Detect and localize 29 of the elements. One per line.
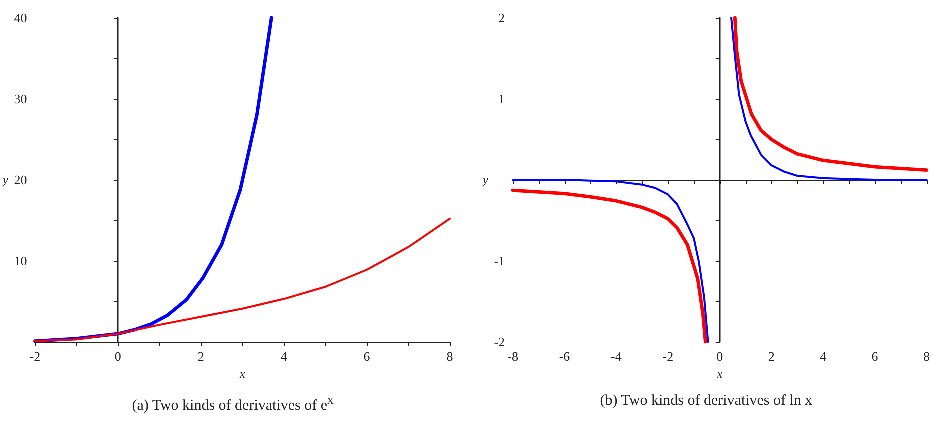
y-tick-label: 2 [498,10,506,26]
y-tick-label: 10 [14,254,28,269]
x-tick-label: -2 [30,349,41,364]
x-tick-label: 4 [820,349,828,364]
y-tick-label: 1 [498,92,506,107]
x-tick-label: 8 [446,349,454,364]
text: (a) Two kinds of derivatives of e$^{x}$ [131,393,335,415]
y-tick-label: -1 [494,254,506,269]
x-tick-label: 2 [198,349,204,364]
x-tick-label: 4 [280,349,288,364]
x-axis-title: x [238,367,246,381]
x-tick-label: 6 [364,349,371,364]
x-tick-label: 0 [114,349,122,364]
x-axis-title: x [716,367,724,381]
x-tick-label: -4 [611,349,622,364]
x-tick-label: 2 [768,349,775,364]
x-tick-label: 6 [872,349,879,364]
y-tick-label: 30 [14,92,28,107]
y-tick-label: 20 [14,172,28,188]
x-tick-label: -2 [662,349,674,364]
x-tick-label: -8 [508,349,518,364]
y-tick-label: -2 [494,334,506,350]
text: (b) Two kinds of derivatives of ln x [599,393,814,410]
y-tick-label: 40 [14,10,28,26]
y-axis-title: y [2,173,9,188]
x-tick-label: -6 [559,349,571,364]
x-tick-label: 8 [924,349,930,364]
y-axis-title: y [482,173,489,188]
x-tick-label: 0 [716,349,724,364]
